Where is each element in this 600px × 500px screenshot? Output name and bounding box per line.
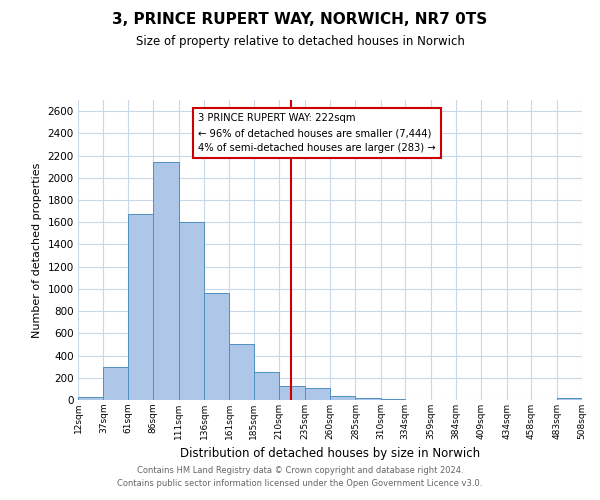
Bar [204,294,229,400]
Bar [279,386,305,400]
Bar [128,214,153,400]
Bar [103,366,128,400]
Bar [153,162,179,400]
Bar [254,372,279,400]
Bar [305,388,330,400]
Text: 3 PRINCE RUPERT WAY: 222sqm
← 96% of detached houses are smaller (7,444)
4% of s: 3 PRINCE RUPERT WAY: 222sqm ← 96% of det… [198,114,436,153]
X-axis label: Distribution of detached houses by size in Norwich: Distribution of detached houses by size … [180,448,480,460]
Bar [78,397,103,400]
Text: Contains HM Land Registry data © Crown copyright and database right 2024.
Contai: Contains HM Land Registry data © Crown c… [118,466,482,487]
Y-axis label: Number of detached properties: Number of detached properties [32,162,42,338]
Bar [330,396,355,400]
Bar [179,222,204,400]
Bar [229,344,254,400]
Text: Size of property relative to detached houses in Norwich: Size of property relative to detached ho… [136,35,464,48]
Text: 3, PRINCE RUPERT WAY, NORWICH, NR7 0TS: 3, PRINCE RUPERT WAY, NORWICH, NR7 0TS [112,12,488,28]
Bar [355,398,381,400]
Bar [557,398,582,400]
